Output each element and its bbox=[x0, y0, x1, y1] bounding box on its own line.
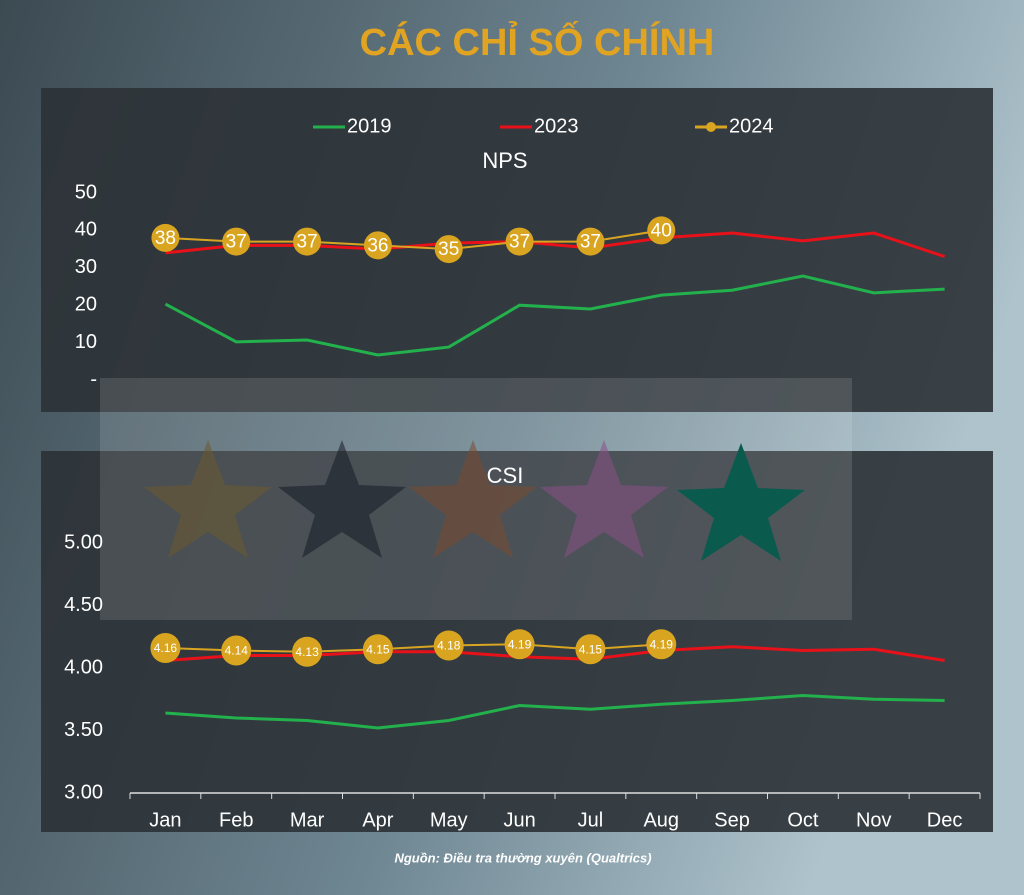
x-tick-label: Apr bbox=[362, 809, 393, 831]
marker bbox=[434, 235, 463, 264]
page-title: CÁC CHỈ SỐ CHÍNH bbox=[360, 19, 715, 64]
data-label: 4.19 bbox=[650, 637, 674, 651]
data-label: 4.18 bbox=[437, 639, 461, 653]
x-tick-label: Oct bbox=[787, 809, 819, 831]
data-label: 40 bbox=[651, 220, 672, 241]
legend-label: 2023 bbox=[534, 115, 579, 137]
y-tick-label: 50 bbox=[75, 181, 97, 203]
data-label: 4.16 bbox=[154, 641, 178, 655]
x-tick-label: Feb bbox=[219, 809, 253, 831]
marker bbox=[222, 227, 251, 256]
y-tick-label: 40 bbox=[75, 219, 97, 241]
marker bbox=[293, 227, 322, 256]
marker bbox=[221, 635, 252, 666]
y-tick-label: 4.50 bbox=[64, 594, 103, 616]
y-tick-label: 4.00 bbox=[64, 656, 103, 678]
legend-label: 2024 bbox=[729, 115, 774, 137]
marker bbox=[505, 227, 534, 256]
x-tick-label: Mar bbox=[290, 809, 325, 831]
x-tick-label: Jan bbox=[149, 809, 181, 831]
data-label: 4.15 bbox=[579, 642, 603, 656]
y-tick-label: - bbox=[90, 368, 97, 390]
y-tick-label: 5.00 bbox=[64, 531, 103, 553]
legend-label: 2019 bbox=[347, 115, 392, 137]
x-tick-label: May bbox=[430, 809, 468, 831]
data-label: 35 bbox=[438, 239, 459, 260]
chart-title: NPS bbox=[482, 148, 527, 173]
marker bbox=[151, 223, 180, 252]
marker bbox=[575, 634, 606, 665]
x-tick-label: Jun bbox=[503, 809, 535, 831]
data-label: 37 bbox=[580, 232, 601, 253]
y-tick-label: 30 bbox=[75, 256, 97, 278]
y-tick-label: 20 bbox=[75, 293, 97, 315]
x-tick-label: Dec bbox=[927, 809, 963, 831]
marker bbox=[150, 633, 181, 663]
x-tick-label: Sep bbox=[714, 809, 750, 831]
legend-marker bbox=[706, 122, 716, 132]
chart-title: CSI bbox=[487, 463, 524, 488]
marker bbox=[363, 231, 392, 260]
data-label: 37 bbox=[509, 232, 530, 253]
marker bbox=[292, 636, 323, 667]
data-label: 4.15 bbox=[366, 642, 390, 656]
x-tick-label: Jul bbox=[578, 809, 604, 831]
stars bbox=[144, 440, 805, 561]
data-label: 4.13 bbox=[295, 645, 319, 659]
data-label: 37 bbox=[297, 232, 318, 253]
data-label: 36 bbox=[367, 235, 388, 256]
data-label: 38 bbox=[155, 228, 176, 249]
x-tick-label: Aug bbox=[643, 809, 679, 831]
marker bbox=[576, 227, 605, 256]
source: Nguồn: Điều tra thường xuyên (Qualtrics) bbox=[394, 850, 651, 865]
series-line bbox=[165, 693, 945, 730]
marker bbox=[647, 216, 676, 245]
y-tick-label: 3.00 bbox=[64, 781, 103, 803]
series-line bbox=[164, 274, 945, 357]
marker bbox=[362, 634, 393, 665]
data-label: 37 bbox=[226, 232, 247, 253]
marker bbox=[646, 629, 677, 660]
data-label: 4.14 bbox=[225, 644, 249, 658]
y-tick-label: 3.50 bbox=[64, 719, 103, 741]
x-tick-label: Nov bbox=[856, 809, 892, 831]
marker bbox=[504, 629, 535, 660]
y-tick-label: 10 bbox=[75, 331, 97, 353]
marker bbox=[433, 630, 464, 661]
data-label: 4.19 bbox=[508, 637, 532, 651]
